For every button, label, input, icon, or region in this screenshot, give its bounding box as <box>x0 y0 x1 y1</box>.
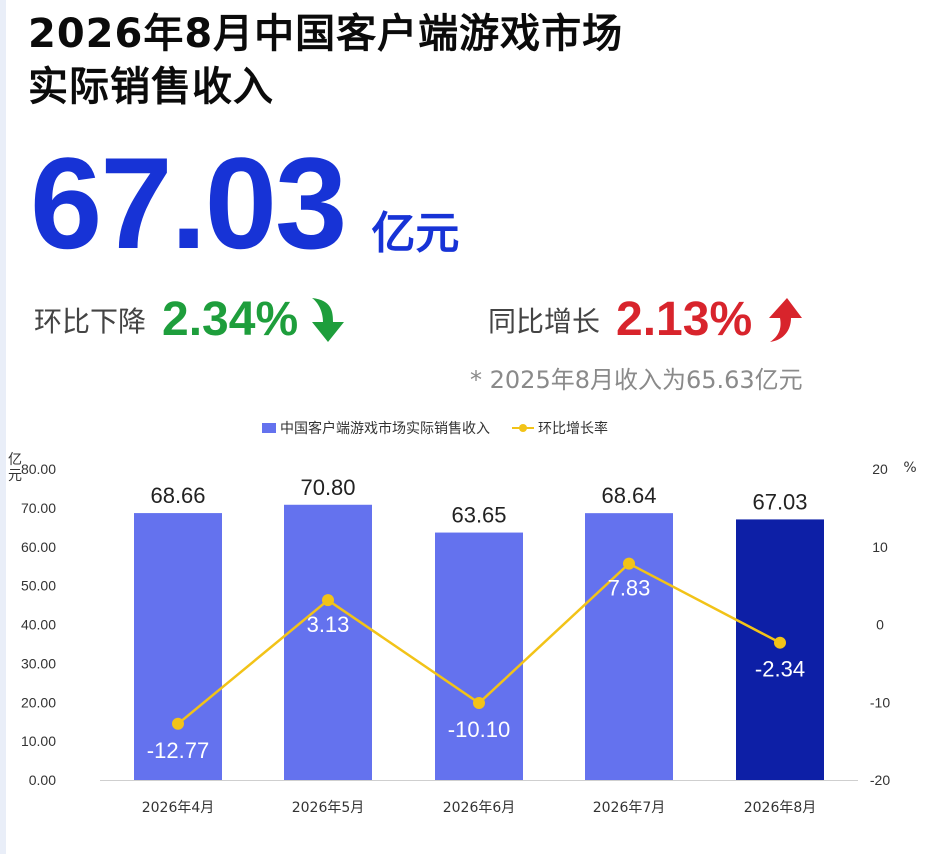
revenue-value: 67.03 <box>30 130 347 276</box>
growth-rate-label: 3.13 <box>307 612 350 637</box>
yoy-label: 同比增长 <box>488 304 601 338</box>
revenue-headline: 67.03 亿元 <box>30 138 459 268</box>
x-tick-label: 2026年6月 <box>443 800 516 816</box>
bar <box>435 532 523 780</box>
legend-line-swatch <box>512 423 534 433</box>
growth-rate-point <box>774 636 786 649</box>
yoy-value: 2.13% <box>616 293 753 346</box>
growth-rate-point <box>473 697 485 710</box>
y-left-tick-label: 0.00 <box>29 772 56 788</box>
bar <box>134 513 222 780</box>
growth-rate-label: -12.77 <box>147 738 209 763</box>
combo-chart: 0.00 10.00 20.00 30.00 40.00 50.00 60.00 70.00 8… <box>21 461 890 816</box>
bar-value-label: 67.03 <box>752 489 807 514</box>
bar-value-label: 70.80 <box>300 475 355 500</box>
revenue-unit: 亿元 <box>371 208 460 259</box>
y-axis-left-title: 亿元 <box>8 452 22 484</box>
mom-label: 环比下降 <box>34 304 147 338</box>
yoy-stat: 同比增长 2.13% <box>488 292 806 347</box>
y-left-tick-label: 30.00 <box>21 655 56 671</box>
x-tick-label: 2026年8月 <box>744 800 817 816</box>
y-left-tick-label: 10.00 <box>21 733 56 749</box>
arrow-down-icon <box>312 297 345 342</box>
y-left-tick-label: 20.00 <box>21 694 56 710</box>
y-left-tick-label: 40.00 <box>21 617 56 633</box>
mom-stat: 环比下降 2.34% <box>34 292 352 347</box>
y-right-tick-label: -10 <box>870 694 890 710</box>
growth-rate-label: -2.34 <box>755 657 805 682</box>
growth-rate-label: 7.83 <box>608 576 651 601</box>
bar-value-label: 68.66 <box>150 483 205 508</box>
mom-value: 2.34% <box>162 293 299 346</box>
left-edge-strip <box>0 0 6 854</box>
title-line-2: 实际销售收入 <box>28 64 274 110</box>
bar <box>736 519 824 780</box>
bar-value-label: 63.65 <box>451 503 506 528</box>
bar-value-label: 68.64 <box>601 483 656 508</box>
y-right-tick-label: 0 <box>876 617 884 633</box>
footnote: * 2025年8月收入为65.63亿元 <box>470 366 803 394</box>
bar <box>284 504 372 780</box>
y-left-tick-label: 80.00 <box>21 461 56 477</box>
y-left-tick-label: 50.00 <box>21 578 56 594</box>
title-line-1: 2026年8月中国客户端游戏市场 <box>28 11 624 57</box>
page-title: 2026年8月中国客户端游戏市场 实际销售收入 <box>28 8 623 114</box>
y-left-tick-label: 60.00 <box>21 539 56 555</box>
y-right-tick-label: -20 <box>870 772 890 788</box>
x-tick-label: 2026年4月 <box>142 800 215 816</box>
legend-bar-label: 中国客户端游戏市场实际销售收入 <box>280 421 490 437</box>
y-left-tick-label: 70.00 <box>21 500 56 516</box>
y-right-tick-label: 10 <box>872 539 888 555</box>
arrow-up-icon <box>769 297 803 342</box>
y-axis-right-title: % <box>903 460 917 476</box>
growth-rate-label: -10.10 <box>448 717 510 742</box>
x-tick-label: 2026年5月 <box>292 800 365 816</box>
x-tick-label: 2026年7月 <box>593 800 666 816</box>
legend-bar-swatch <box>262 423 276 433</box>
legend-line-label: 环比增长率 <box>538 421 608 437</box>
growth-rate-point <box>172 717 184 730</box>
growth-rate-point <box>623 557 635 570</box>
growth-rate-point <box>322 594 334 607</box>
chart-legend: 中国客户端游戏市场实际销售收入 环比增长率 <box>262 418 608 438</box>
bar <box>585 513 673 780</box>
y-right-tick-label: 20 <box>872 461 888 477</box>
